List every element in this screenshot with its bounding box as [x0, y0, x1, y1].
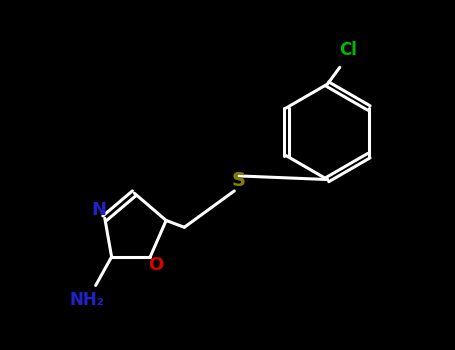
Text: Cl: Cl: [339, 41, 357, 59]
Text: N: N: [92, 201, 107, 219]
Text: NH₂: NH₂: [70, 291, 105, 309]
Text: O: O: [148, 256, 163, 274]
Text: S: S: [232, 171, 246, 190]
